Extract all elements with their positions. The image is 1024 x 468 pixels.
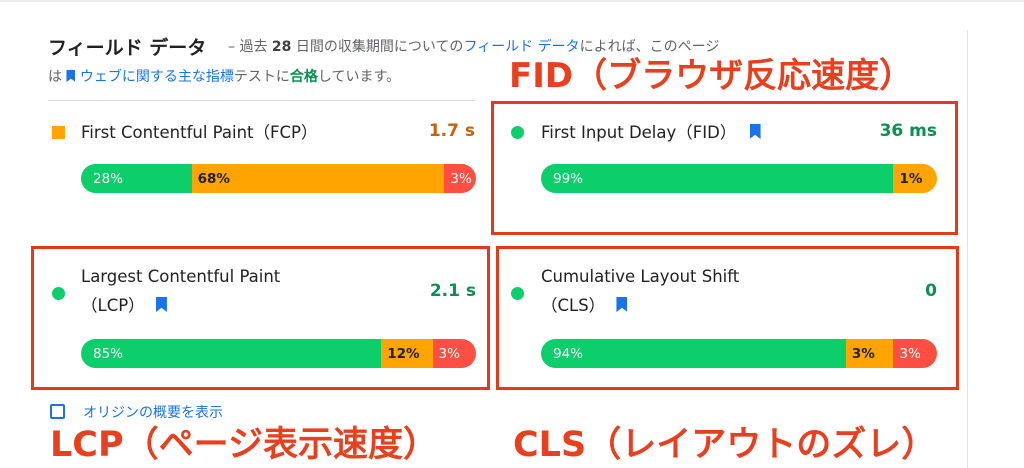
bookmark-icon xyxy=(155,297,167,312)
metric-name-line2: （LCP） xyxy=(81,293,167,319)
metric-value: 2.1 s xyxy=(429,281,476,301)
lcp-highlight-box xyxy=(31,246,490,390)
field-data-description-line2: は ウェブに関する主な指標テストに合格しています。 xyxy=(48,69,401,85)
checkbox-icon[interactable] xyxy=(50,404,65,419)
bookmark-icon xyxy=(749,124,761,139)
poor-segment: 3% xyxy=(893,339,937,368)
cls-annotation: CLS（レイアウトのズレ） xyxy=(513,425,937,465)
field-data-title: フィールド データ xyxy=(48,37,207,59)
fid-highlight-box xyxy=(491,101,958,235)
origin-summary-label: オリジンの概要を表示 xyxy=(83,405,223,421)
good-segment: 99% xyxy=(541,164,894,193)
distribution-bar: 94% 3% 3% xyxy=(541,339,937,368)
distribution-bar: 28% 68% 3% xyxy=(81,164,476,193)
average-segment: 12% xyxy=(381,339,433,368)
bookmark-icon xyxy=(66,70,76,82)
top-divider xyxy=(0,0,1024,2)
good-indicator-dot xyxy=(511,126,524,139)
poor-segment: 3% xyxy=(432,339,476,368)
good-segment: 85% xyxy=(81,339,382,368)
metric-name: First Contentful Paint（FCP） xyxy=(81,123,318,142)
average-indicator-square xyxy=(52,126,65,139)
header-divider xyxy=(48,100,475,101)
average-segment: 3% xyxy=(845,339,894,368)
pass-label: 合格 xyxy=(289,69,318,85)
bookmark-icon xyxy=(616,297,628,312)
average-segment: 1% xyxy=(893,164,937,193)
metric-value: 36 ms xyxy=(879,121,937,141)
good-indicator-dot xyxy=(511,287,524,300)
metric-value: 1.7 s xyxy=(428,121,475,141)
distribution-bar: 99% 1% xyxy=(541,164,937,193)
lcp-annotation: LCP（ページ表示速度） xyxy=(50,425,438,465)
field-data-link[interactable]: フィールド データ xyxy=(463,39,580,55)
core-web-vitals-link[interactable]: ウェブに関する主な指標 xyxy=(79,69,234,85)
metric-name: First Input Delay（FID） xyxy=(541,120,761,146)
metric-value: 0 xyxy=(925,281,937,301)
metric-name-line1: Largest Contentful Paint xyxy=(81,267,281,286)
metric-name-line1: Cumulative Layout Shift xyxy=(541,267,740,286)
average-segment: 68% xyxy=(191,164,445,193)
cls-highlight-box xyxy=(496,246,959,390)
fid-annotation: FID（ブラウザ反応速度） xyxy=(509,56,914,96)
good-indicator-dot xyxy=(52,287,65,300)
origin-summary-toggle[interactable]: オリジンの概要を表示 xyxy=(50,402,223,422)
field-data-description-line1: – 過去 28 日間の収集期間についてのフィールド データによれば、このページ xyxy=(228,39,720,55)
panel-edge xyxy=(967,30,968,468)
metric-name-line2: （CLS） xyxy=(541,293,628,319)
poor-segment: 3% xyxy=(444,164,476,193)
distribution-bar: 85% 12% 3% xyxy=(81,339,476,368)
good-segment: 28% xyxy=(81,164,192,193)
good-segment: 94% xyxy=(541,339,846,368)
